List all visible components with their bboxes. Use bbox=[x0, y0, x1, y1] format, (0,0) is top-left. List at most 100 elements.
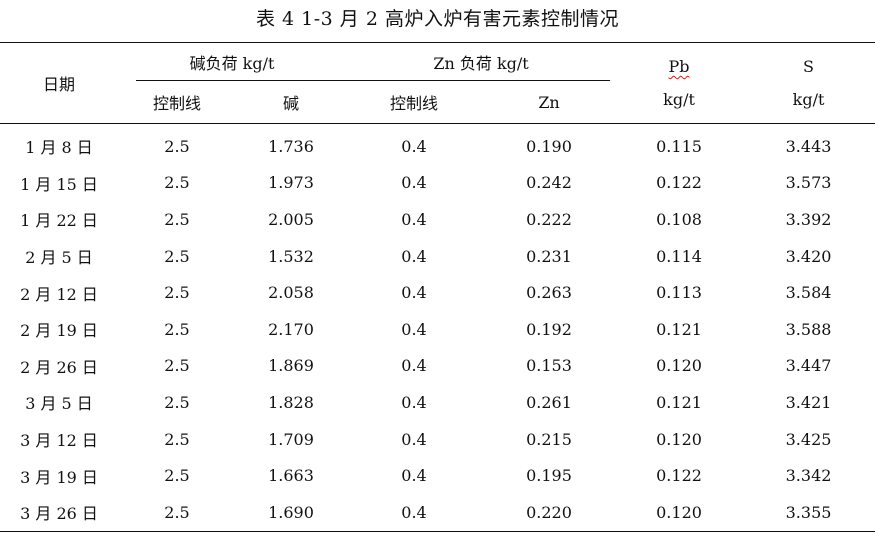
harmful-elements-table: 日期 碱负荷 kg/t Zn 负荷 kg/t Pb kg/t bbox=[0, 42, 875, 532]
header-date: 日期 bbox=[0, 42, 118, 124]
cell-zn-control: 0.4 bbox=[401, 209, 427, 229]
cell-pb: 0.108 bbox=[656, 209, 702, 229]
cell-zn: 0.153 bbox=[526, 356, 572, 376]
header-pb-unit: kg/t bbox=[663, 90, 695, 109]
cell-s: 3.443 bbox=[785, 136, 832, 156]
cell-zn: 0.195 bbox=[526, 466, 572, 486]
table-row: 3 月 19 日 2.5 1.663 0.4 0.195 0.122 3.342 bbox=[0, 457, 875, 494]
cell-date: 2 月 12 日 bbox=[20, 284, 98, 304]
table-header: 日期 碱负荷 kg/t Zn 负荷 kg/t Pb kg/t bbox=[0, 42, 875, 124]
cell-s: 3.588 bbox=[785, 319, 832, 339]
table-row: 2 月 12 日 2.5 2.058 0.4 0.263 0.113 3.584 bbox=[0, 274, 875, 311]
cell-zn-control: 0.4 bbox=[401, 246, 427, 266]
table-caption: 表 4 1-3 月 2 高炉入炉有害元素控制情况 bbox=[256, 8, 619, 30]
cell-s: 3.420 bbox=[785, 246, 832, 266]
cell-pb: 0.115 bbox=[656, 136, 702, 156]
cell-s: 3.425 bbox=[785, 429, 832, 449]
cell-alkali: 1.973 bbox=[268, 173, 314, 193]
cell-alkali-control: 2.5 bbox=[118, 493, 236, 532]
table-body: 1 月 8 日 2.5 1.736 0.4 0.190 0.115 3.443 … bbox=[0, 124, 875, 532]
cell-pb: 0.113 bbox=[656, 283, 702, 303]
table-row: 2 月 19 日 2.5 2.170 0.4 0.192 0.121 3.588 bbox=[0, 311, 875, 348]
cell-date: 3 月 26 日 bbox=[0, 493, 118, 532]
cell-alkali-control: 2.5 bbox=[164, 319, 190, 339]
header-zn-control: 控制线 bbox=[346, 81, 483, 124]
cell-zn: 0.261 bbox=[526, 392, 572, 412]
cell-date: 3 月 5 日 bbox=[25, 394, 93, 414]
table-row: 1 月 15 日 2.5 1.973 0.4 0.242 0.122 3.573 bbox=[0, 165, 875, 202]
cell-s: 3.447 bbox=[785, 356, 832, 376]
cell-date: 3 月 12 日 bbox=[20, 431, 98, 451]
cell-alkali: 1.709 bbox=[268, 429, 314, 449]
cell-s: 3.573 bbox=[785, 173, 832, 193]
cell-zn-control: 0.4 bbox=[401, 392, 427, 412]
cell-s: 3.584 bbox=[785, 283, 832, 303]
cell-s: 3.421 bbox=[785, 392, 832, 412]
cell-zn-control: 0.4 bbox=[401, 136, 427, 156]
header-alkali-load-label: 碱负荷 kg/t bbox=[189, 54, 275, 73]
cell-alkali: 1.532 bbox=[268, 246, 314, 266]
cell-zn-control: 0.4 bbox=[401, 356, 427, 376]
cell-alkali-control: 2.5 bbox=[164, 246, 190, 266]
cell-pb: 0.114 bbox=[656, 246, 702, 266]
header-zn-load: Zn 负荷 kg/t bbox=[346, 42, 617, 81]
cell-date: 2 月 19 日 bbox=[20, 321, 98, 341]
cell-zn-control: 0.4 bbox=[401, 283, 427, 303]
table-row: 2 月 5 日 2.5 1.532 0.4 0.231 0.114 3.420 bbox=[0, 238, 875, 275]
cell-pb: 0.120 bbox=[656, 429, 702, 449]
cell-alkali-control: 2.5 bbox=[164, 356, 190, 376]
cell-alkali: 2.005 bbox=[268, 209, 314, 229]
cell-alkali-control: 2.5 bbox=[164, 173, 190, 193]
header-alkali-load: 碱负荷 kg/t bbox=[118, 42, 347, 81]
table-row: 1 月 8 日 2.5 1.736 0.4 0.190 0.115 3.443 bbox=[0, 124, 875, 165]
cell-pb: 0.121 bbox=[656, 319, 702, 339]
header-s-name: S bbox=[803, 57, 815, 76]
cell-alkali-control: 2.5 bbox=[164, 209, 190, 229]
cell-date: 2 月 5 日 bbox=[25, 248, 93, 268]
cell-zn: 0.242 bbox=[526, 173, 572, 193]
cell-date: 1 月 8 日 bbox=[25, 138, 93, 158]
cell-zn: 0.220 bbox=[482, 493, 617, 532]
header-zn-load-label: Zn 负荷 kg/t bbox=[433, 54, 529, 73]
cell-zn-control: 0.4 bbox=[401, 173, 427, 193]
cell-date: 3 月 19 日 bbox=[20, 467, 98, 487]
cell-alkali: 2.058 bbox=[268, 283, 314, 303]
cell-s: 3.355 bbox=[742, 493, 875, 532]
cell-alkali: 1.690 bbox=[236, 493, 347, 532]
table-row: 3 月 12 日 2.5 1.709 0.4 0.215 0.120 3.425 bbox=[0, 421, 875, 458]
header-alkali-control: 控制线 bbox=[118, 81, 236, 124]
cell-alkali: 2.170 bbox=[268, 319, 314, 339]
cell-alkali: 1.828 bbox=[268, 392, 314, 412]
table-row: 2 月 26 日 2.5 1.869 0.4 0.153 0.120 3.447 bbox=[0, 348, 875, 385]
cell-pb: 0.122 bbox=[656, 173, 702, 193]
cell-s: 3.392 bbox=[785, 209, 832, 229]
cell-zn: 0.192 bbox=[526, 319, 572, 339]
cell-alkali: 1.736 bbox=[268, 136, 314, 156]
cell-pb: 0.120 bbox=[616, 493, 743, 532]
cell-zn-control: 0.4 bbox=[401, 466, 427, 486]
header-s-unit: kg/t bbox=[792, 90, 825, 109]
cell-alkali-control: 2.5 bbox=[164, 429, 190, 449]
cell-date: 1 月 22 日 bbox=[20, 211, 98, 231]
cell-zn-control: 0.4 bbox=[401, 429, 427, 449]
cell-zn: 0.263 bbox=[526, 283, 572, 303]
cell-zn-control: 0.4 bbox=[401, 319, 427, 339]
table-row: 3 月 26 日 2.5 1.690 0.4 0.220 0.120 3.355 bbox=[0, 493, 875, 532]
cell-pb: 0.122 bbox=[656, 466, 702, 486]
cell-date: 1 月 15 日 bbox=[20, 174, 98, 194]
header-pb: Pb kg/t bbox=[616, 42, 743, 124]
header-zn-value: Zn bbox=[482, 81, 617, 124]
cell-s: 3.342 bbox=[785, 466, 832, 486]
header-alkali-value: 碱 bbox=[236, 81, 347, 124]
cell-date: 2 月 26 日 bbox=[20, 357, 98, 377]
cell-alkali-control: 2.5 bbox=[164, 392, 190, 412]
table-row: 3 月 5 日 2.5 1.828 0.4 0.261 0.121 3.421 bbox=[0, 384, 875, 421]
cell-alkali-control: 2.5 bbox=[164, 283, 190, 303]
cell-zn: 0.222 bbox=[526, 209, 572, 229]
cell-pb: 0.120 bbox=[656, 356, 702, 376]
cell-pb: 0.121 bbox=[656, 392, 702, 412]
cell-zn: 0.231 bbox=[526, 246, 572, 266]
header-s: S kg/t bbox=[742, 42, 875, 124]
cell-alkali: 1.663 bbox=[268, 466, 314, 486]
